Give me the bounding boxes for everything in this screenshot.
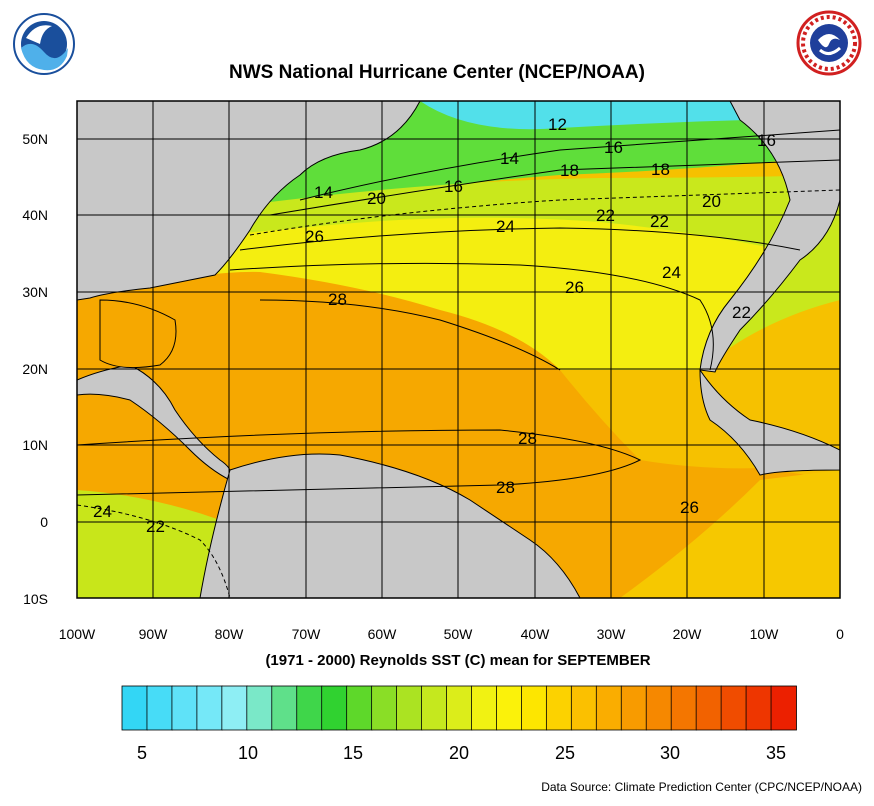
map-grid <box>77 101 840 598</box>
colorbar-swatch <box>296 685 323 731</box>
contour-label: 12 <box>548 115 567 134</box>
contour-label: 18 <box>560 161 579 180</box>
colorbar-swatch <box>371 685 398 731</box>
colorbar-swatch <box>521 685 548 731</box>
contour-label: 22 <box>596 206 615 225</box>
colorbar-label: 15 <box>343 743 363 763</box>
contour-label: 16 <box>757 131 776 150</box>
colorbar-swatch <box>396 685 423 731</box>
colorbar-label: 30 <box>660 743 680 763</box>
colorbar-swatch <box>421 685 448 731</box>
colorbar-swatch <box>770 685 797 731</box>
colorbar-swatch <box>471 685 498 731</box>
lon-label: 0 <box>836 626 844 642</box>
lon-label: 10W <box>750 626 780 642</box>
colorbar-swatch <box>496 685 523 731</box>
longitude-labels: 100W 90W 80W 70W 60W 50W 40W 30W 20W 10W… <box>59 626 844 642</box>
lon-label: 80W <box>215 626 245 642</box>
colorbar-swatch <box>670 685 698 731</box>
colorbar-swatch <box>695 685 723 731</box>
colorbar-swatch <box>146 685 173 731</box>
colorbar-label: 35 <box>766 743 786 763</box>
lon-label: 20W <box>673 626 703 642</box>
colorbar-swatch <box>121 685 148 731</box>
lon-label: 70W <box>292 626 322 642</box>
colorbar-label: 20 <box>449 743 469 763</box>
sst-band-east <box>620 470 840 598</box>
contour-label: 26 <box>305 227 324 246</box>
contour-label: 18 <box>651 160 670 179</box>
lat-label: 40N <box>22 207 48 223</box>
lon-label: 90W <box>139 626 169 642</box>
colorbar-swatch <box>221 685 248 731</box>
colorbar-swatch <box>570 685 598 731</box>
data-source: Data Source: Climate Prediction Center (… <box>541 780 862 794</box>
contour-lines <box>77 129 840 598</box>
lon-label: 50W <box>444 626 474 642</box>
contour-label: 20 <box>367 189 386 208</box>
gulf-of-mexico <box>99 299 177 369</box>
lon-label: 60W <box>368 626 398 642</box>
contour-label: 14 <box>500 149 519 168</box>
lat-label: 0 <box>40 514 48 530</box>
colorbar <box>121 685 797 731</box>
colorbar-swatch <box>196 685 223 731</box>
colorbar-label: 25 <box>555 743 575 763</box>
lat-label: 50N <box>22 131 48 147</box>
contour-label: 24 <box>662 263 681 282</box>
lat-label: 30N <box>22 284 48 300</box>
colorbar-swatch <box>595 685 623 731</box>
contour-label: 22 <box>732 303 751 322</box>
colorbar-swatch <box>620 685 648 731</box>
contour-label: 24 <box>496 217 515 236</box>
lon-label: 30W <box>597 626 627 642</box>
contour-label: 28 <box>328 290 347 309</box>
lon-label: 40W <box>521 626 551 642</box>
contour-label: 14 <box>314 183 333 202</box>
contour-value-labels: 12 16 16 14 18 18 14 20 16 20 22 22 24 2… <box>93 115 776 536</box>
map-subtitle: (1971 - 2000) Reynolds SST (C) mean for … <box>265 652 651 669</box>
colorbar-swatch <box>720 685 747 731</box>
contour-label: 28 <box>496 478 515 497</box>
contour-label: 16 <box>604 138 623 157</box>
lat-label: 10S <box>23 591 48 607</box>
colorbar-swatch <box>446 685 473 731</box>
lat-label: 20N <box>22 361 48 377</box>
colorbar-swatch <box>745 685 772 731</box>
contour-label: 22 <box>650 212 669 231</box>
colorbar-label: 10 <box>238 743 258 763</box>
colorbar-swatch <box>271 685 298 731</box>
noaa-logo-icon <box>13 13 75 75</box>
colorbar-swatch <box>545 685 573 731</box>
north-america-land <box>77 101 421 301</box>
contour-label: 16 <box>444 177 463 196</box>
colorbar-label: 5 <box>137 743 147 763</box>
colorbar-labels: 5 10 15 20 25 30 35 <box>137 743 786 763</box>
colorbar-swatch <box>346 685 373 731</box>
contour-label: 26 <box>565 278 584 297</box>
colorbar-swatch <box>171 685 198 731</box>
map-frame <box>76 100 841 599</box>
lat-label: 10N <box>22 437 48 453</box>
latitude-labels: 50N 40N 30N 20N 10N 0 10S <box>22 131 48 607</box>
contour-label: 28 <box>518 429 537 448</box>
contour-label: 20 <box>702 192 721 211</box>
page-title: NWS National Hurricane Center (NCEP/NOAA… <box>229 62 645 83</box>
lon-label: 100W <box>59 626 96 642</box>
colorbar-swatch <box>645 685 673 731</box>
nws-logo-icon <box>796 10 862 76</box>
contour-label: 26 <box>680 498 699 517</box>
colorbar-swatch <box>321 685 348 731</box>
colorbar-swatch <box>246 685 273 731</box>
africa-land <box>699 368 840 476</box>
contour-label: 22 <box>146 517 165 536</box>
contour-label: 24 <box>93 502 112 521</box>
